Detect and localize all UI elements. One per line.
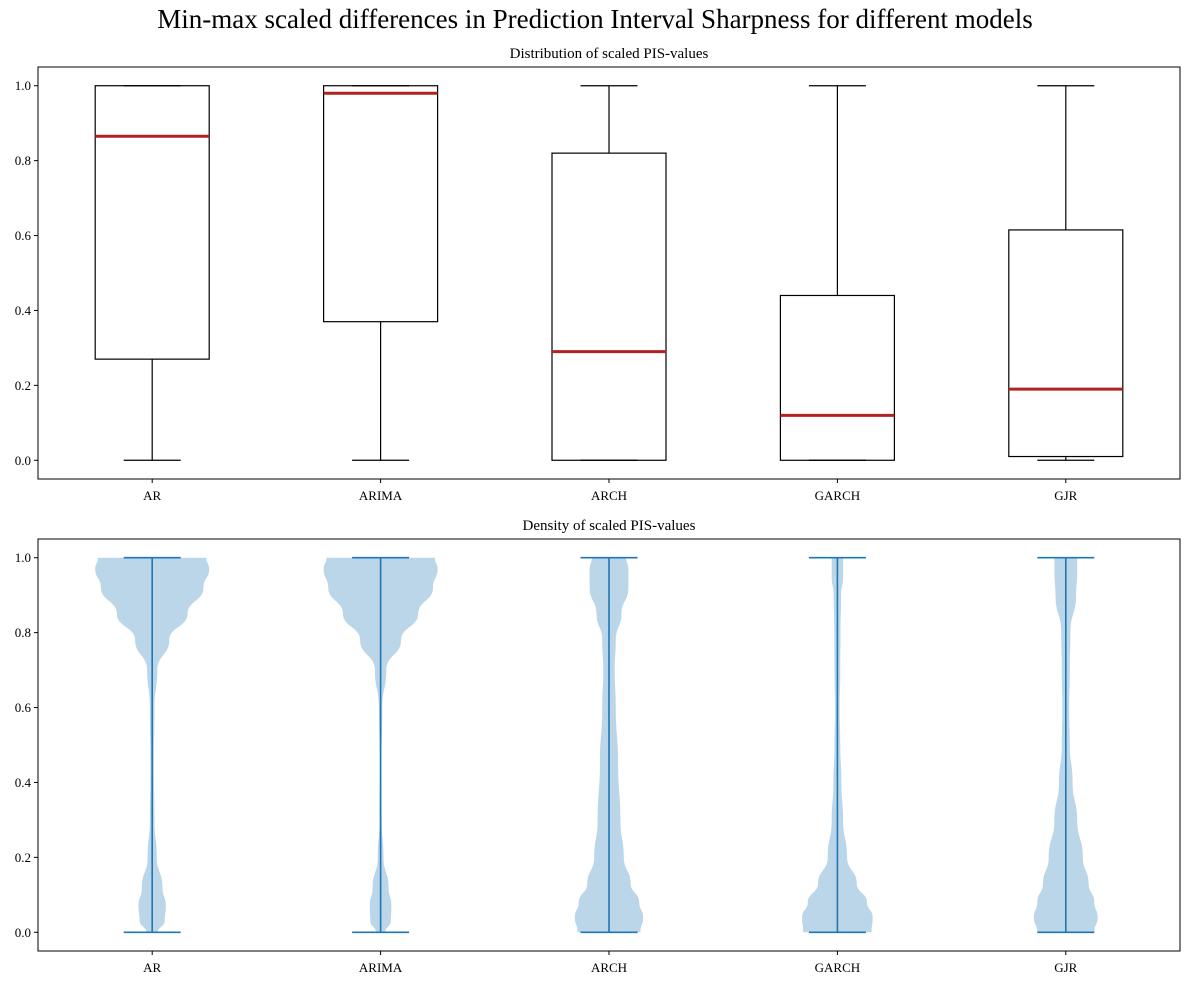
- violin-gjr: [1033, 556, 1098, 934]
- y-tick-label: 0.0: [15, 453, 31, 468]
- box-iqr: [551, 152, 667, 461]
- x-tick-label: AR: [143, 488, 161, 503]
- violin-arch: [574, 556, 644, 934]
- box-iqr: [94, 85, 210, 360]
- y-tick-label: 0.8: [15, 625, 31, 640]
- figure-title: Min-max scaled differences in Prediction…: [157, 4, 1033, 34]
- box-arch: [551, 85, 667, 461]
- x-tick-label: GJR: [1054, 960, 1077, 975]
- violin-garch: [802, 556, 873, 934]
- box-gjr: [1008, 85, 1124, 461]
- subplot-title: Distribution of scaled PIS-values: [510, 46, 709, 62]
- box-iqr: [323, 85, 439, 323]
- y-tick-label: 0.2: [15, 850, 31, 865]
- box-iqr: [1008, 229, 1124, 458]
- violin-panel: Density of scaled PIS-values 0.0 0.2 0.4 0.6…: [15, 518, 1181, 975]
- subplot-title: Density of scaled PIS-values: [523, 518, 696, 534]
- x-tick-label: ARCH: [591, 488, 627, 503]
- y-tick-label: 0.6: [15, 228, 32, 243]
- x-tick-label: AR: [143, 960, 161, 975]
- violin-ar: [95, 556, 210, 934]
- boxplot-panel: Distribution of scaled PIS-values 0.0 0.2 0…: [15, 46, 1181, 503]
- box-ar: [94, 85, 210, 461]
- x-tick-label: ARIMA: [359, 488, 403, 503]
- x-tick-label: ARCH: [591, 960, 627, 975]
- box-garch: [779, 85, 896, 461]
- x-tick-label: GJR: [1054, 488, 1077, 503]
- violin-arima: [323, 556, 438, 934]
- box-iqr: [779, 294, 896, 461]
- y-tick-label: 0.4: [15, 303, 32, 318]
- y-tick-label: 1.0: [15, 78, 31, 93]
- y-tick-label: 0.4: [15, 775, 32, 790]
- y-tick-label: 0.6: [15, 700, 32, 715]
- y-tick-label: 0.0: [15, 925, 31, 940]
- x-tick-label: GARCH: [815, 960, 861, 975]
- y-tick-label: 0.2: [15, 378, 31, 393]
- box-arima: [323, 85, 439, 461]
- y-tick-label: 0.8: [15, 153, 31, 168]
- x-tick-label: GARCH: [815, 488, 861, 503]
- y-tick-label: 1.0: [15, 550, 31, 565]
- x-tick-label: ARIMA: [359, 960, 403, 975]
